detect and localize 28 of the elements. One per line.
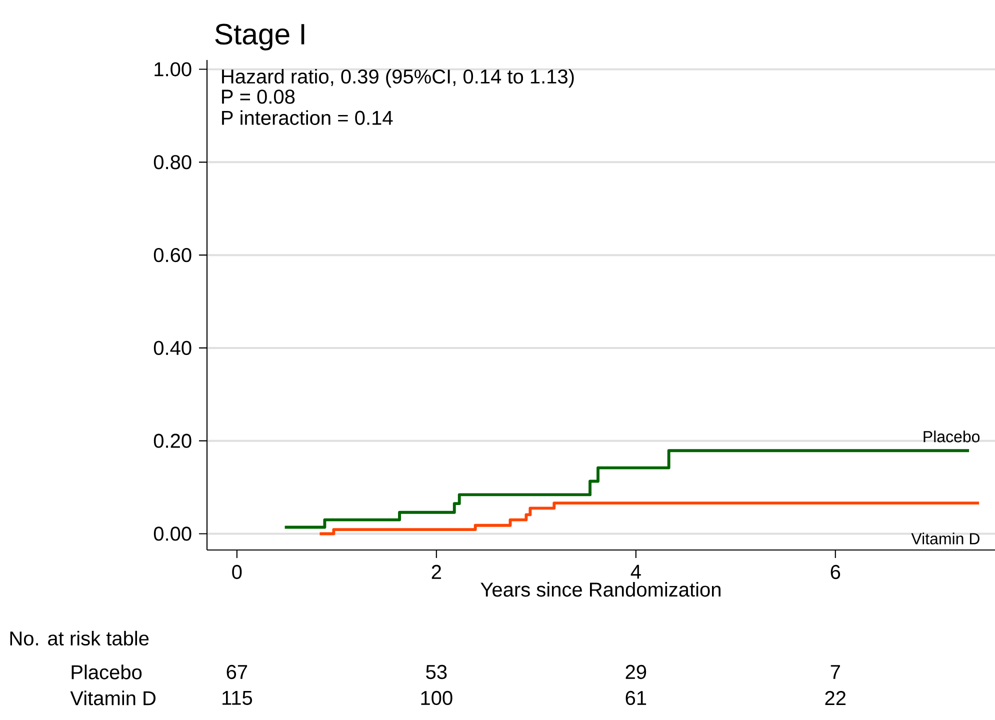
x-tick-label: 0: [232, 564, 242, 580]
y-tick-label: 0.40: [154, 340, 192, 356]
x-tick-label: 6: [830, 564, 840, 580]
series-label: Vitamin D: [911, 532, 980, 544]
text: 115: [222, 690, 252, 705]
text: 22: [825, 690, 846, 705]
y-tick-label: 0.20: [154, 434, 192, 448]
text: 100: [421, 690, 452, 706]
annotation: P = 0.08: [222, 90, 295, 104]
x-tick-label: 2: [432, 564, 441, 579]
text: 7: [830, 665, 840, 679]
annotation: Hazard ratio, 0.39 (95%CI, 0.14 to 1.13): [222, 68, 574, 88]
text: Placebo: [72, 664, 142, 680]
text: 53: [426, 664, 447, 680]
x-axis-title: Years since Randomization: [480, 582, 720, 597]
text: Vitamin D: [70, 690, 156, 706]
text: No. at risk table: [10, 630, 149, 646]
series-label: Placebo: [924, 430, 980, 442]
y-tick-label: 0.80: [154, 155, 192, 170]
text: 67: [226, 664, 248, 680]
x-tick-label: 4: [630, 564, 641, 579]
text: 61: [626, 690, 646, 706]
chart-title: Stage I: [215, 24, 304, 50]
annotation: P interaction = 0.14: [222, 110, 393, 125]
y-tick-label: 1.00: [154, 62, 192, 76]
y-tick-label: 0.60: [154, 248, 192, 262]
text: 29: [626, 664, 646, 680]
y-tick-label: 0.00: [154, 526, 192, 541]
